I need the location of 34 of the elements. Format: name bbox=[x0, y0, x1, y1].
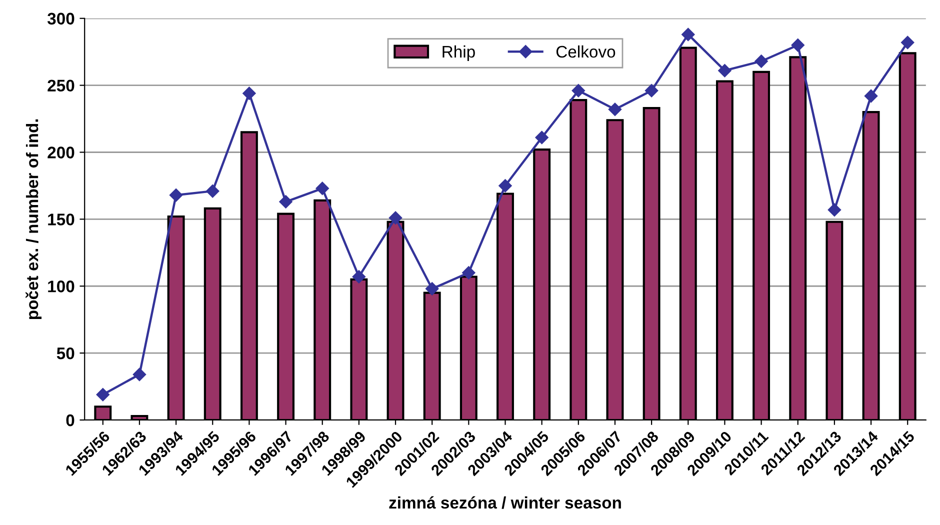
y-tick-label: 150 bbox=[48, 214, 74, 226]
point bbox=[462, 266, 476, 280]
point bbox=[388, 211, 402, 224]
point bbox=[206, 184, 220, 198]
point bbox=[352, 270, 366, 284]
point bbox=[242, 86, 256, 100]
point bbox=[644, 84, 658, 98]
point bbox=[572, 84, 585, 98]
y-tick-label: 250 bbox=[48, 80, 74, 92]
y-tick-label: 50 bbox=[56, 347, 74, 360]
y-tick-label: 300 bbox=[47, 12, 74, 25]
point bbox=[828, 203, 842, 216]
point bbox=[791, 38, 804, 52]
point bbox=[96, 388, 110, 402]
y-tick-label: 100 bbox=[48, 280, 74, 292]
point bbox=[132, 368, 146, 382]
point bbox=[279, 195, 292, 208]
point bbox=[316, 182, 329, 195]
legend-label: Rhip bbox=[442, 45, 475, 61]
point bbox=[498, 179, 512, 192]
point bbox=[718, 64, 732, 78]
y-tick-label: 0 bbox=[66, 414, 74, 426]
point bbox=[169, 188, 183, 202]
point bbox=[535, 130, 548, 144]
point bbox=[864, 89, 878, 103]
y-tick-label: 200 bbox=[48, 146, 74, 158]
y-axis-title: počet ex. / number of ind. bbox=[26, 119, 42, 320]
point bbox=[754, 54, 768, 68]
point bbox=[426, 282, 439, 296]
legend-label: Celkovo bbox=[556, 45, 616, 58]
point bbox=[608, 102, 622, 116]
point bbox=[901, 36, 914, 50]
x-axis-title: zimná sezóna / winter season bbox=[389, 496, 621, 509]
point bbox=[682, 28, 695, 42]
